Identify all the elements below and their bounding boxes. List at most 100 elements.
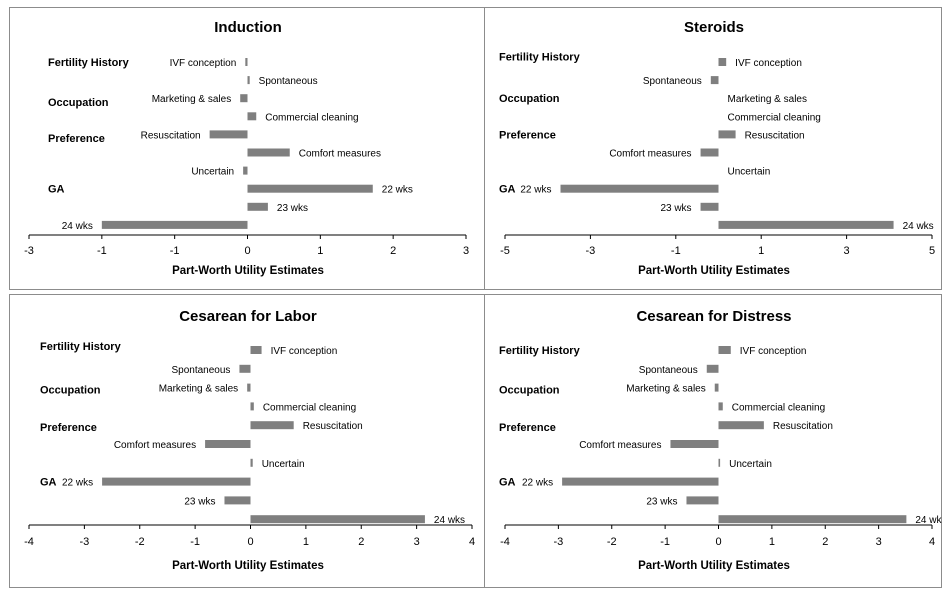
x-tick-label: 1: [303, 536, 309, 548]
bar-label-24-wks: 24 wks: [62, 221, 93, 232]
bar-spontaneous: [239, 364, 251, 373]
bar-ivf-conception: [250, 346, 262, 354]
x-axis-title: Part-Worth Utility Estimates: [172, 265, 324, 277]
bar-uncertain: [243, 166, 248, 175]
x-tick-label: 1: [758, 245, 764, 257]
x-tick-label: -3: [553, 536, 563, 548]
bar-uncertain: [718, 458, 721, 467]
x-tick-label: 5: [929, 245, 935, 257]
bar-label-resuscitation: Resuscitation: [773, 421, 833, 432]
chart-panel-steroids: Steroids Fertility History Occupation Prefe…: [484, 7, 942, 290]
bar-marketing-and-sales: [714, 383, 719, 392]
bar-label-22-wks: 22 wks: [382, 185, 413, 196]
chart-svg-induction: Induction Fertility History Occupation Pref…: [24, 19, 469, 277]
bar-resuscitation: [250, 421, 294, 430]
bar-label-spontaneous: Spontaneous: [643, 76, 702, 87]
bar-label-ivf-conception: IVF conception: [735, 58, 802, 69]
bar-label-uncertain: Uncertain: [262, 459, 305, 470]
group-label-preference: Preference: [499, 422, 556, 434]
x-tick-label: -1: [97, 245, 107, 257]
x-tick-label: -1: [190, 536, 200, 548]
bar-label-marketing-and-sales: Marketing & sales: [728, 94, 807, 105]
x-tick-label: 3: [844, 245, 850, 257]
bar-label-spontaneous: Spontaneous: [639, 365, 698, 376]
bar-label-ivf-conception: IVF conception: [740, 346, 807, 357]
group-label-fertility-history: Fertility History: [40, 341, 122, 353]
x-tick-label: -2: [607, 536, 617, 548]
bar-comfort-measures: [247, 148, 290, 157]
x-tick-label: -3: [24, 245, 34, 257]
bar-label-marketing-and-sales: Marketing & sales: [152, 94, 231, 105]
x-tick-label: -3: [586, 245, 596, 257]
bar-commercial-cleaning: [718, 402, 723, 411]
chart-svg-cesarean-distress: Cesarean for Distress Fertility History Oc…: [499, 308, 942, 572]
chart-title: Cesarean for Labor: [179, 308, 317, 325]
x-tick-label: 3: [414, 536, 420, 548]
bar-resuscitation: [718, 130, 736, 139]
bar-label-marketing-and-sales: Marketing & sales: [159, 384, 238, 395]
bar-24-wks: [718, 515, 907, 524]
bar-marketing-and-sales: [247, 383, 251, 392]
bar-23-wks: [224, 496, 251, 505]
bar-label-24-wks: 24 wks: [434, 515, 465, 526]
group-label-fertility-history: Fertility History: [499, 52, 581, 64]
bar-commercial-cleaning: [247, 112, 257, 121]
bar-22-wks: [562, 477, 719, 486]
bar-22-wks: [560, 184, 719, 193]
bar-label-spontaneous: Spontaneous: [259, 76, 318, 87]
bar-label-ivf-conception: IVF conception: [271, 346, 338, 357]
bar-label-commercial-cleaning: Commercial cleaning: [265, 112, 358, 123]
bar-23-wks: [247, 202, 268, 211]
group-label-occupation: Occupation: [48, 97, 109, 109]
bar-label-uncertain: Uncertain: [191, 167, 234, 178]
chart-svg-steroids: Steroids Fertility History Occupation Prefe…: [499, 19, 935, 277]
chart-title: Induction: [214, 19, 282, 36]
bar-marketing-and-sales: [240, 94, 248, 103]
bar-label-uncertain: Uncertain: [729, 459, 772, 470]
bar-label-23-wks: 23 wks: [277, 203, 308, 214]
bar-label-23-wks: 23 wks: [646, 496, 677, 507]
bar-label-24-wks: 24 wks: [915, 515, 942, 526]
bar-label-resuscitation: Resuscitation: [303, 421, 363, 432]
bar-resuscitation: [209, 130, 248, 139]
group-label-occupation: Occupation: [499, 93, 560, 105]
bar-23-wks: [686, 496, 719, 505]
group-label-ga: GA: [499, 184, 516, 196]
bar-label-22-wks: 22 wks: [522, 478, 553, 489]
group-label-ga: GA: [48, 184, 65, 196]
bar-spontaneous: [710, 76, 719, 85]
chart-panel-cesarean-distress: Cesarean for Distress Fertility History Oc…: [484, 294, 942, 588]
x-tick-label: 0: [247, 536, 253, 548]
group-label-occupation: Occupation: [40, 384, 101, 396]
bar-label-resuscitation: Resuscitation: [141, 130, 201, 141]
bar-22-wks: [247, 184, 373, 193]
bar-24-wks: [101, 220, 248, 229]
group-label-fertility-history: Fertility History: [48, 57, 130, 69]
bar-comfort-measures: [205, 440, 251, 448]
bar-commercial-cleaning: [250, 402, 254, 411]
bar-label-resuscitation: Resuscitation: [745, 130, 805, 141]
bar-uncertain: [250, 458, 253, 467]
bar-label-22-wks: 22 wks: [520, 185, 551, 196]
bar-ivf-conception: [718, 346, 731, 354]
group-label-preference: Preference: [48, 133, 105, 145]
x-tick-label: -1: [660, 536, 670, 548]
bar-spontaneous: [247, 76, 250, 85]
x-tick-label: 0: [715, 536, 721, 548]
x-tick-label: -4: [24, 536, 34, 548]
chart-title: Steroids: [684, 19, 744, 36]
bar-label-uncertain: Uncertain: [728, 167, 771, 178]
bar-label-23-wks: 23 wks: [184, 496, 215, 507]
x-tick-label: -5: [500, 245, 510, 257]
bar-comfort-measures: [700, 148, 719, 157]
x-tick-label: 2: [358, 536, 364, 548]
bar-label-commercial-cleaning: Commercial cleaning: [732, 402, 825, 413]
x-tick-label: -1: [671, 245, 681, 257]
bar-ivf-conception: [718, 58, 727, 66]
bar-22-wks: [102, 477, 251, 486]
bar-label-marketing-and-sales: Marketing & sales: [626, 384, 705, 395]
x-tick-label: 3: [876, 536, 882, 548]
chart-panel-induction: Induction Fertility History Occupation Pref…: [9, 7, 485, 290]
group-label-preference: Preference: [499, 129, 556, 141]
bar-23-wks: [700, 202, 719, 211]
